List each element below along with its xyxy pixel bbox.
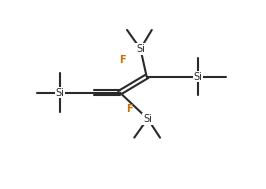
Text: F: F — [120, 55, 126, 65]
Text: Si: Si — [194, 71, 203, 81]
Text: Si: Si — [143, 114, 152, 124]
Text: Si: Si — [136, 44, 145, 54]
Text: F: F — [126, 104, 132, 114]
Text: Si: Si — [56, 88, 64, 98]
